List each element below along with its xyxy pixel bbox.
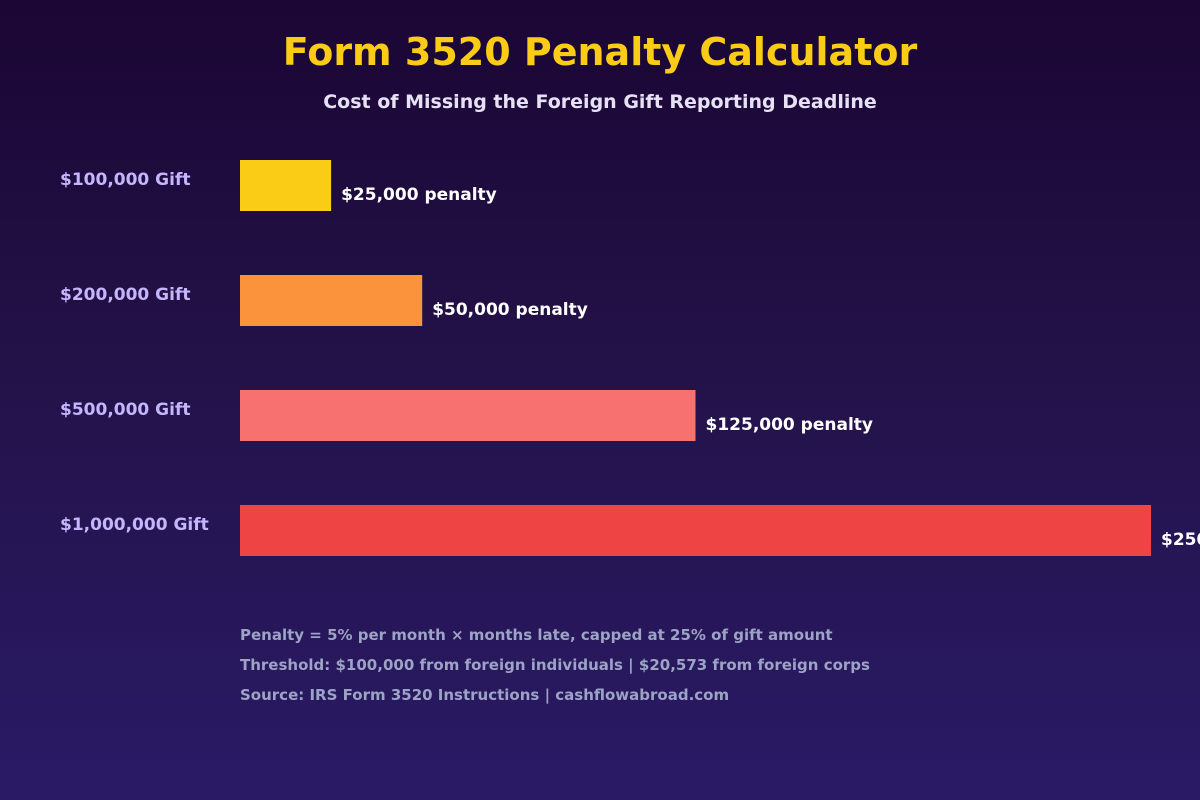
value-label: $125,000 penalty bbox=[706, 415, 874, 435]
chart-subtitle: Cost of Missing the Foreign Gift Reporti… bbox=[323, 91, 877, 113]
category-label: $500,000 Gift bbox=[60, 400, 190, 420]
bar bbox=[240, 160, 332, 211]
value-label: $250,000 penalty bbox=[1161, 530, 1200, 550]
value-label: $50,000 penalty bbox=[432, 300, 588, 320]
bar bbox=[240, 390, 696, 441]
threshold-note: Threshold: $100,000 from foreign individ… bbox=[240, 656, 870, 674]
category-label: $200,000 Gift bbox=[60, 285, 190, 305]
chart-title: Form 3520 Penalty Calculator bbox=[282, 30, 918, 74]
bar bbox=[240, 275, 423, 326]
footnotes: Penalty = 5% per month × months late, ca… bbox=[240, 624, 870, 714]
source-note: Source: IRS Form 3520 Instructions | cas… bbox=[240, 686, 730, 704]
penalty-formula-note: Penalty = 5% per month × months late, ca… bbox=[240, 626, 833, 644]
category-label: $1,000,000 Gift bbox=[60, 515, 209, 535]
category-label: $100,000 Gift bbox=[60, 170, 190, 190]
value-label: $25,000 penalty bbox=[341, 185, 497, 205]
bar bbox=[240, 505, 1151, 556]
